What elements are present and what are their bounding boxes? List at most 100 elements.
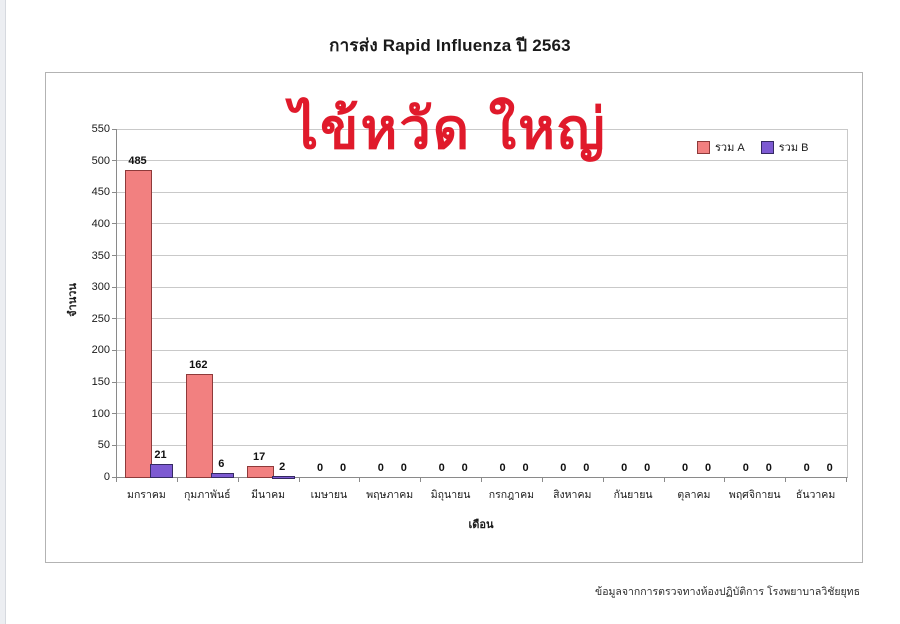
gridline <box>117 128 847 130</box>
y-axis-tick <box>112 476 116 478</box>
y-tick-label: 400 <box>91 217 110 230</box>
bar-series-a <box>246 466 274 478</box>
chart-frame: จำนวน 0 50 100 150 200 250 300 350 400 450 500 550 … <box>45 72 863 563</box>
bar-value-label: 6 <box>218 458 225 471</box>
y-tick-label: 500 <box>91 154 110 167</box>
x-tick-label: พฤศจิกายน <box>728 489 781 501</box>
x-axis-tick <box>541 477 543 482</box>
x-tick-label: สิงหาคม <box>553 489 592 501</box>
y-axis-tick-labels: 0 50 100 150 200 250 300 350 400 450 500 550 <box>64 123 110 483</box>
watermark-text: ไข้หวัด ใหญ่ <box>290 97 607 160</box>
bar-value-label: 0 <box>765 462 772 474</box>
bar-value-label: 0 <box>803 462 810 474</box>
bar-value-label: 0 <box>377 462 384 474</box>
bar-value-label: 2 <box>279 460 286 473</box>
gridline <box>117 318 847 320</box>
gridline <box>117 191 847 193</box>
x-axis-tick <box>176 477 178 482</box>
y-axis-tick <box>112 349 116 351</box>
legend-label-b: รวม B <box>778 142 809 154</box>
legend-item-series-b: รวม B <box>760 138 809 156</box>
legend-swatch-b-icon <box>760 140 774 154</box>
x-axis-tick <box>663 477 665 482</box>
y-axis-tick <box>112 255 116 257</box>
x-axis-tick <box>724 477 726 482</box>
gridlines-layer <box>112 128 847 478</box>
bar-value-label: 0 <box>339 462 347 474</box>
legend-item-series-a: รวม A <box>697 138 745 156</box>
y-axis-tick <box>112 160 116 162</box>
x-tick-label: กรกฎาคม <box>488 489 535 501</box>
bar-value-label: 0 <box>644 462 651 474</box>
bar-value-label: 0 <box>583 462 590 474</box>
bar-value-label: 0 <box>826 462 833 474</box>
x-tick-label: พฤษภาคม <box>366 489 414 501</box>
x-tick-label: กุมภาพันธ์ <box>183 489 231 501</box>
x-axis-tick <box>237 477 239 482</box>
gridline <box>117 349 847 351</box>
y-tick-label: 100 <box>91 407 110 420</box>
bar-value-label: 0 <box>742 462 749 474</box>
chart-title: การส่ง Rapid Influenza ปี 2563 <box>329 36 571 55</box>
x-axis-tick <box>846 477 847 482</box>
bar-series-b <box>210 473 234 478</box>
gridline <box>117 223 847 225</box>
x-axis-tick-labels: มกราคม กุมภาพันธ์ มีนาคม เมษายน พฤษภาคม มิถุน… <box>116 477 847 533</box>
legend: รวม A รวม B <box>697 138 808 156</box>
bar-value-label: 0 <box>621 462 628 474</box>
bar-value-label: 162 <box>189 359 208 372</box>
y-axis-tick <box>112 381 116 383</box>
x-axis-tick <box>116 477 117 482</box>
legend-swatch-a-icon <box>697 140 710 154</box>
y-axis-tick <box>112 444 116 446</box>
y-axis-tick <box>112 191 116 193</box>
legend-label-a: รวม A <box>715 142 745 154</box>
y-tick-label: 50 <box>97 439 110 452</box>
bar-value-label: 0 <box>316 462 324 474</box>
x-axis-tick <box>298 477 300 482</box>
bar-value-label: 17 <box>253 451 266 464</box>
bar-value-label: 0 <box>438 462 445 474</box>
bar-value-label: 0 <box>522 462 529 474</box>
x-tick-label: เมษายน <box>310 489 348 501</box>
gridline <box>117 255 847 257</box>
bar-value-label: 0 <box>461 462 468 474</box>
bar-series-a <box>125 170 152 478</box>
x-axis-title: เดือน <box>468 519 494 531</box>
y-axis-tick <box>112 223 116 225</box>
bar-value-label: 21 <box>154 448 167 461</box>
screenshot-left-edge <box>0 0 6 624</box>
y-tick-label: 350 <box>91 249 110 262</box>
y-tick-label: 150 <box>91 376 110 389</box>
x-tick-label: กันยายน <box>613 489 653 501</box>
y-axis-tick <box>112 413 116 415</box>
bar-value-label: 0 <box>681 462 689 474</box>
y-tick-label: 300 <box>91 281 110 294</box>
bar-series-b <box>150 463 173 478</box>
bar-value-label: 0 <box>704 462 712 474</box>
x-tick-label: มีนาคม <box>251 489 286 501</box>
gridline <box>117 160 847 162</box>
gridline <box>117 286 847 288</box>
x-tick-label: มิถุนายน <box>430 489 471 501</box>
y-axis-tick <box>112 318 116 320</box>
plot-area: 485 162 17 0 0 0 0 0 0 0 0 0 21 6 2 0 0 0 0 0 0 0 0 0 รวม A รวม… <box>112 128 848 479</box>
gridline <box>117 413 847 415</box>
x-axis-tick <box>359 477 361 482</box>
bar-value-label: 0 <box>400 462 407 474</box>
x-tick-label: ธันวาคม <box>795 489 836 501</box>
y-axis-tick <box>112 286 116 288</box>
bar-value-label: 0 <box>560 462 567 474</box>
y-tick-label: 450 <box>91 186 110 199</box>
x-tick-label: มกราคม <box>127 489 166 501</box>
bar-series-b <box>271 475 295 479</box>
y-tick-label: 0 <box>103 471 110 483</box>
y-tick-label: 250 <box>91 312 110 325</box>
x-axis-tick <box>420 477 422 482</box>
x-axis-tick <box>785 477 787 482</box>
y-tick-label: 550 <box>91 123 110 135</box>
gridline <box>117 444 847 446</box>
bar-value-label: 485 <box>128 155 147 168</box>
bars-layer: 485 162 17 0 0 0 0 0 0 0 0 0 21 6 2 0 0 0 0 0 0 0 0 0 <box>117 129 847 479</box>
x-tick-label: ตุลาคม <box>677 489 711 501</box>
